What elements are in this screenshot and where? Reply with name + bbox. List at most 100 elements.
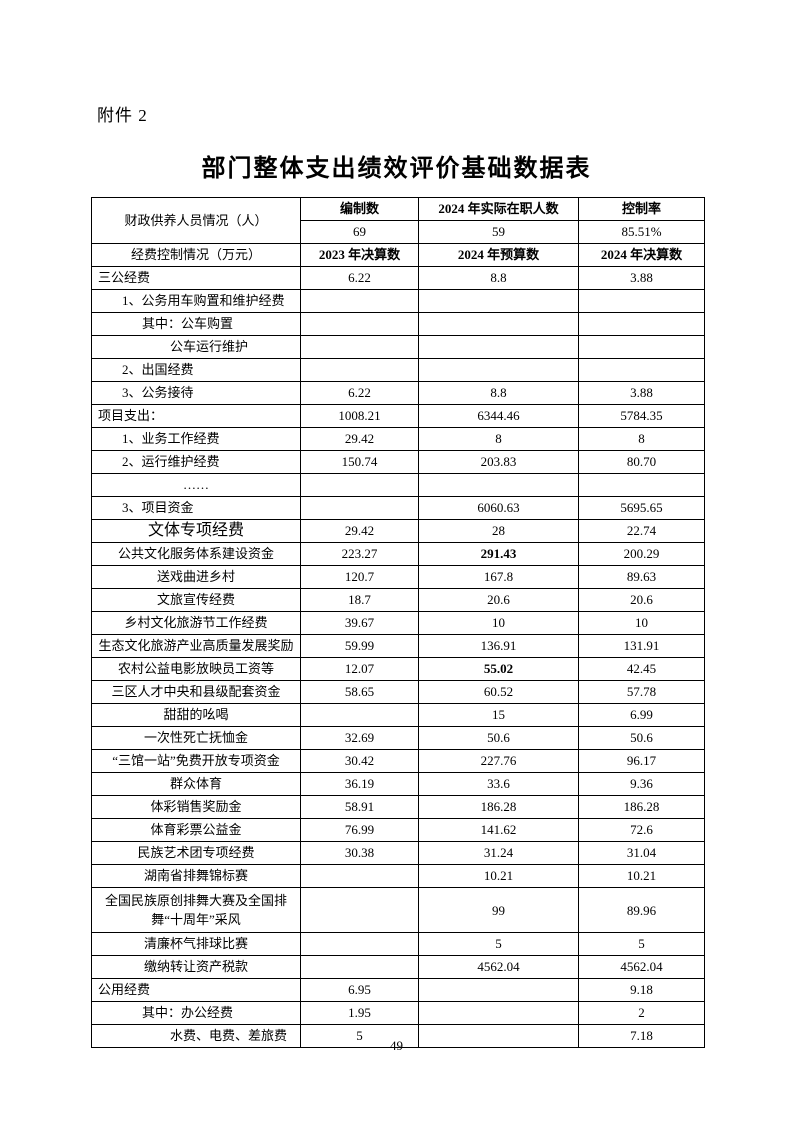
row-value: 167.8	[418, 565, 579, 589]
row-value: 8.8	[418, 381, 579, 405]
row-value	[300, 864, 419, 888]
row-value	[418, 473, 579, 497]
row-label: 其中：公车购置	[91, 312, 301, 336]
control-rate-value: 85.51%	[578, 220, 705, 244]
row-value: 55.02	[418, 657, 579, 681]
row-value: 141.62	[418, 818, 579, 842]
row-value: 10.21	[578, 864, 705, 888]
row-label: 文体专项经费	[91, 519, 301, 543]
row-value	[418, 1001, 579, 1025]
table-row: 全国民族原创排舞大赛及全国排舞“十周年”采风 99 89.96	[91, 887, 705, 933]
row-value: 31.24	[418, 841, 579, 865]
row-label: 民族艺术团专项经费	[91, 841, 301, 865]
row-value: 89.63	[578, 565, 705, 589]
row-value	[418, 358, 579, 382]
table-row: 送戏曲进乡村 120.7 167.8 89.63	[91, 565, 705, 589]
row-value: 80.70	[578, 450, 705, 474]
row-value: 32.69	[300, 726, 419, 750]
table-row: 公用经费 6.95 9.18	[91, 978, 705, 1002]
row-value	[578, 289, 705, 313]
row-value: 131.91	[578, 634, 705, 658]
row-value	[300, 887, 419, 933]
col-header-authorized-staff: 编制数	[300, 197, 419, 221]
performance-data-table: 财政供养人员情况（人） 编制数 2024 年实际在职人数 控制率 69 59 8…	[91, 197, 705, 1048]
actual-staff-value: 59	[418, 220, 579, 244]
row-value: 5784.35	[578, 404, 705, 428]
row-value: 15	[418, 703, 579, 727]
row-value: 12.07	[300, 657, 419, 681]
row-value	[300, 289, 419, 313]
row-value	[578, 358, 705, 382]
row-value: 39.67	[300, 611, 419, 635]
table-row: 其中：办公经费 1.95 2	[91, 1001, 705, 1025]
row-value	[418, 289, 579, 313]
row-label: 水费、电费、差旅费	[91, 1024, 301, 1048]
row-value	[300, 473, 419, 497]
row-value: 50.6	[578, 726, 705, 750]
row-value: 50.6	[418, 726, 579, 750]
row-value: 99	[418, 887, 579, 933]
row-value: 6.22	[300, 266, 419, 290]
row-value: 8	[578, 427, 705, 451]
row-label: 3、公务接待	[91, 381, 301, 405]
row-value: 89.96	[578, 887, 705, 933]
row-label: 其中：办公经费	[91, 1001, 301, 1025]
row-value: 8	[418, 427, 579, 451]
row-label: 三区人才中央和县级配套资金	[91, 680, 301, 704]
row-value: 58.91	[300, 795, 419, 819]
row-value	[578, 312, 705, 336]
col-header-budget-2024: 2024 年预算数	[418, 243, 579, 267]
table-row: 文旅宣传经费 18.7 20.6 20.6	[91, 588, 705, 612]
row-value: 42.45	[578, 657, 705, 681]
table-row: 生态文化旅游产业高质量发展奖励 59.99 136.91 131.91	[91, 634, 705, 658]
row-value: 57.78	[578, 680, 705, 704]
row-value: 5	[578, 932, 705, 956]
table-row: 乡村文化旅游节工作经费 39.67 10 10	[91, 611, 705, 635]
people-header-label: 财政供养人员情况（人）	[91, 197, 301, 244]
row-label: 湖南省排舞锦标赛	[91, 864, 301, 888]
col-header-actual-staff-2024: 2024 年实际在职人数	[418, 197, 579, 221]
table-row: 农村公益电影放映员工资等 12.07 55.02 42.45	[91, 657, 705, 681]
row-label: 生态文化旅游产业高质量发展奖励	[91, 634, 301, 658]
row-label: 文旅宣传经费	[91, 588, 301, 612]
row-value: 2	[578, 1001, 705, 1025]
row-label: 1、公务用车购置和维护经费	[91, 289, 301, 313]
row-value: 10	[418, 611, 579, 635]
row-value	[300, 496, 419, 520]
col-header-final-2024: 2024 年决算数	[578, 243, 705, 267]
row-value: 30.38	[300, 841, 419, 865]
row-label: 2、运行维护经费	[91, 450, 301, 474]
row-label: “三馆一站”免费开放专项资金	[91, 749, 301, 773]
row-value: 29.42	[300, 427, 419, 451]
row-label: 甜甜的吆喝	[91, 703, 301, 727]
table-row: 湖南省排舞锦标赛 10.21 10.21	[91, 864, 705, 888]
table-row: 群众体育 36.19 33.6 9.36	[91, 772, 705, 796]
col-header-final-2023: 2023 年决算数	[300, 243, 419, 267]
row-label: 项目支出：	[91, 404, 301, 428]
row-label: 公共文化服务体系建设资金	[91, 542, 301, 566]
row-label: 全国民族原创排舞大赛及全国排舞“十周年”采风	[91, 887, 301, 933]
row-value	[300, 932, 419, 956]
row-label: 乡村文化旅游节工作经费	[91, 611, 301, 635]
row-label: 一次性死亡抚恤金	[91, 726, 301, 750]
budget-header-label: 经费控制情况（万元）	[91, 243, 301, 267]
page-title: 部门整体支出绩效评价基础数据表	[201, 156, 592, 182]
row-value	[578, 473, 705, 497]
row-value: 29.42	[300, 519, 419, 543]
row-value: 18.7	[300, 588, 419, 612]
row-value: 203.83	[418, 450, 579, 474]
table-row: 清廉杯气排球比赛 5 5	[91, 932, 705, 956]
table-row: 三区人才中央和县级配套资金 58.65 60.52 57.78	[91, 680, 705, 704]
row-value: 150.74	[300, 450, 419, 474]
table-row: ……	[91, 473, 705, 497]
row-label: 农村公益电影放映员工资等	[91, 657, 301, 681]
row-value: 96.17	[578, 749, 705, 773]
row-label: 体育彩票公益金	[91, 818, 301, 842]
row-value: 227.76	[418, 749, 579, 773]
table-row: 体彩销售奖励金 58.91 186.28 186.28	[91, 795, 705, 819]
row-label: 公用经费	[91, 978, 301, 1002]
row-value: 136.91	[418, 634, 579, 658]
people-values-row: 69 59 85.51%	[92, 220, 705, 244]
row-value	[418, 1024, 579, 1048]
row-value: 22.74	[578, 519, 705, 543]
